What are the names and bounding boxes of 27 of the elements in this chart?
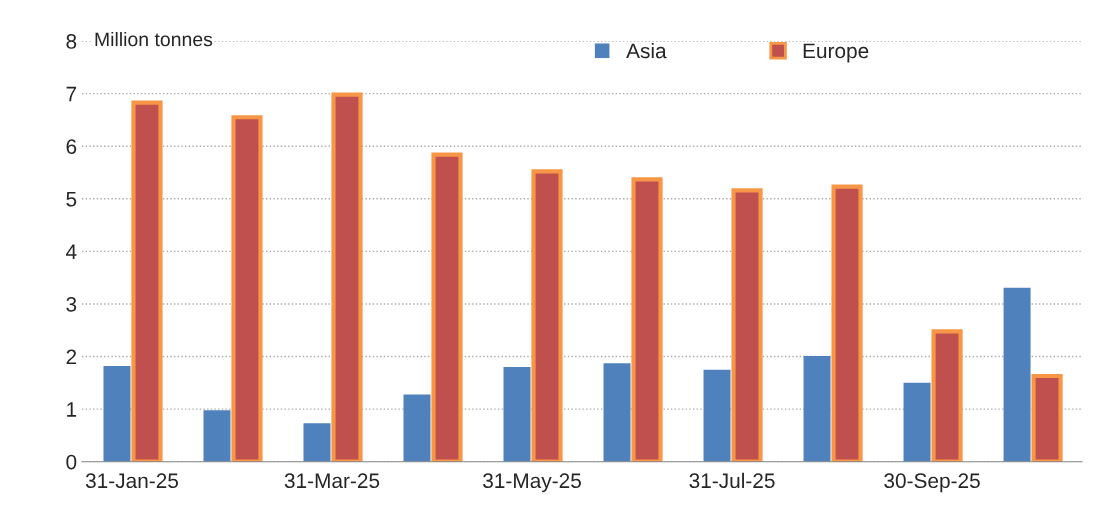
y-tick-label: 7 — [66, 86, 77, 102]
bar — [903, 382, 931, 462]
x-tick-label: 31-Jan-25 — [85, 473, 179, 489]
x-tick-label: 30-Sep-25 — [884, 473, 980, 493]
legend-label: Europe — [803, 43, 869, 63]
bar — [403, 394, 431, 462]
bar — [503, 367, 531, 462]
y-tick-label: 4 — [66, 244, 77, 259]
x-tick-label: 31-Jul-25 — [689, 472, 775, 489]
y-tick-label: 0 — [66, 454, 77, 470]
y-axis-title: Million tonnes — [95, 31, 213, 47]
bar — [1003, 287, 1031, 462]
bar — [203, 410, 231, 462]
legend-label: Asia — [626, 42, 667, 59]
y-tick-label: 8 — [66, 34, 77, 49]
y-tick-label: 5 — [66, 192, 77, 207]
bar — [103, 366, 131, 462]
bar — [703, 369, 731, 462]
y-tick-label: 2 — [66, 349, 77, 365]
y-tick-label: 1 — [67, 402, 77, 417]
bar — [603, 363, 631, 462]
x-tick-label: 31-Mar-25 — [284, 473, 380, 489]
y-tick-label: 6 — [66, 139, 77, 154]
bar — [303, 423, 331, 462]
bar — [803, 356, 831, 462]
x-tick-label: 31-May-25 — [483, 473, 581, 493]
y-tick-label: 3 — [66, 296, 77, 312]
